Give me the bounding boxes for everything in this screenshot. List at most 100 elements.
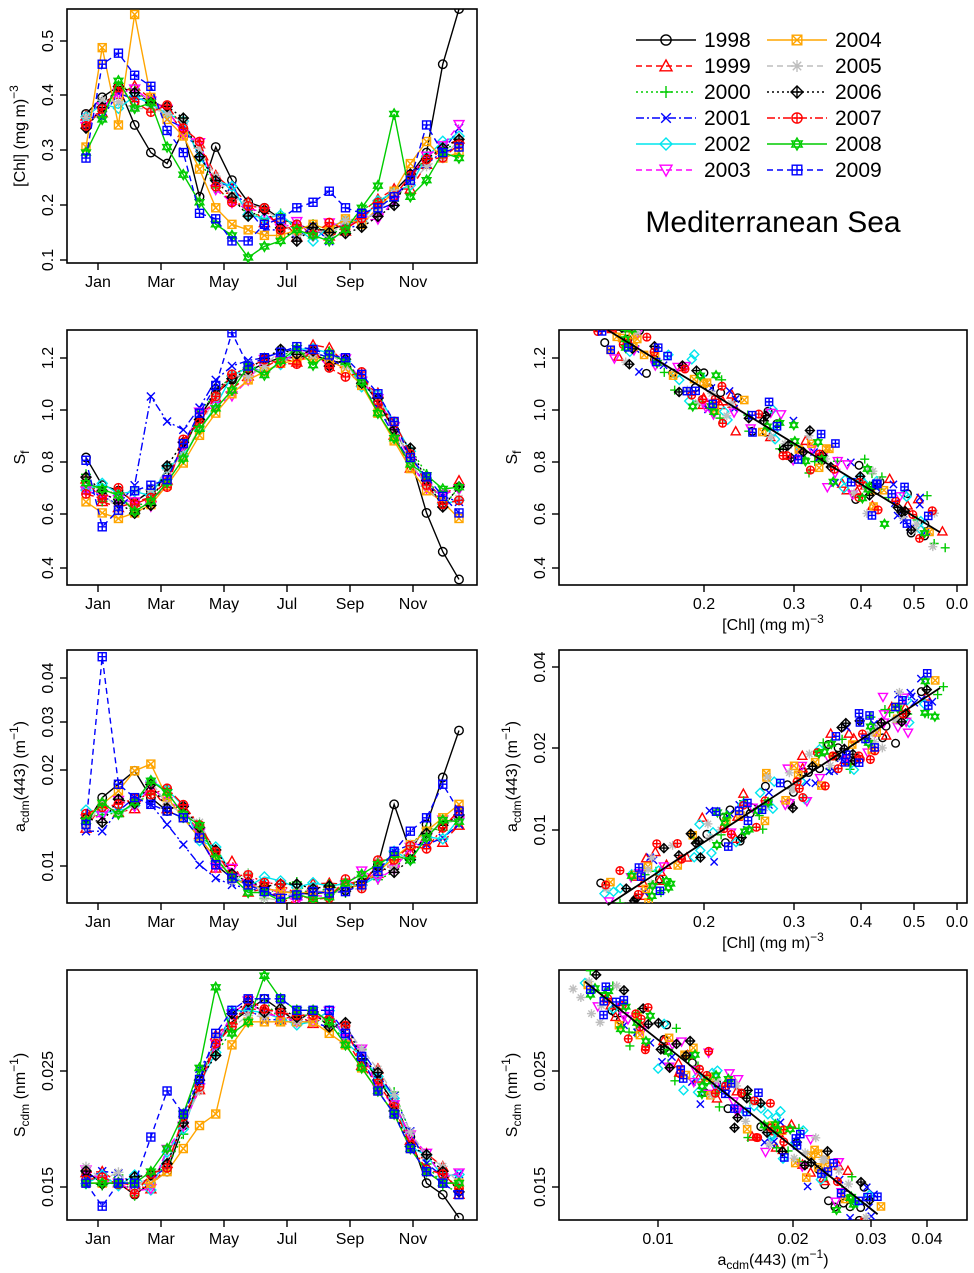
data-point <box>421 154 432 165</box>
data-point <box>96 1176 108 1190</box>
scatter-point <box>891 738 901 748</box>
series-2000 <box>81 994 464 1201</box>
data-point <box>81 497 91 507</box>
data-point <box>339 876 352 890</box>
scatter-point <box>710 1069 722 1082</box>
data-point <box>162 806 172 816</box>
x-tick-label: May <box>209 1231 239 1248</box>
scatter-point <box>703 819 713 829</box>
scatter-point <box>672 1057 685 1068</box>
data-point <box>96 796 108 810</box>
data-point <box>113 513 124 524</box>
scatter-point <box>729 1104 739 1113</box>
scatter-point <box>653 1017 664 1029</box>
scatter-point <box>723 842 733 851</box>
legend-label: 2003 <box>704 159 751 182</box>
scatter-point <box>618 984 630 996</box>
scatter-point <box>798 792 808 803</box>
data-point <box>420 1148 433 1161</box>
scatter-point <box>760 816 770 826</box>
data-point <box>307 228 319 242</box>
series-2009 <box>81 994 464 1211</box>
scatter-point <box>784 768 794 778</box>
scatter-point <box>929 710 940 723</box>
series-line-2003 <box>85 785 460 903</box>
data-point <box>308 1005 318 1016</box>
x-tick-label: 0.04 <box>911 1231 942 1248</box>
series-line-2001 <box>85 348 460 506</box>
data-point <box>437 499 448 510</box>
data-point <box>194 136 205 147</box>
scdm-vs-acdm-panel: 0.01 0.02 0.03 0.04 0.015 0.025 acdm(443) (m−1… <box>499 969 968 1272</box>
scatter-point <box>912 519 922 529</box>
x-axis-label: [Chl] (mg m)−3 <box>722 612 824 634</box>
data-point <box>389 799 400 810</box>
scatter-point <box>658 842 670 854</box>
x-tick-label: May <box>209 274 239 291</box>
scatter-point <box>691 386 700 396</box>
series-line-2007 <box>85 787 460 901</box>
data-point <box>194 164 205 174</box>
scatter-point <box>708 406 720 418</box>
scatter-point <box>796 749 809 761</box>
data-point <box>259 877 270 888</box>
scatter-point <box>623 1034 633 1044</box>
scatter-point <box>623 343 633 352</box>
scatter-point <box>743 1133 753 1143</box>
scatter-point <box>812 436 824 448</box>
data-point <box>275 347 286 357</box>
scatter-point <box>739 395 749 405</box>
data-point <box>129 70 140 80</box>
data-point <box>243 371 254 382</box>
scatter-point <box>719 816 730 829</box>
data-point <box>421 843 432 854</box>
data-point <box>211 214 221 224</box>
scatter-point <box>902 519 912 528</box>
series-2007 <box>81 344 464 510</box>
scatter-point <box>689 1048 701 1061</box>
scatter-point <box>767 803 779 815</box>
data-point <box>437 546 448 557</box>
y-tick-label: 0.8 <box>532 451 549 473</box>
scatter-point <box>854 1215 864 1220</box>
data-point <box>194 208 205 219</box>
scatter-point <box>788 419 799 432</box>
data-point <box>97 826 107 836</box>
scatter-point <box>751 1132 761 1142</box>
legend-item-2007: 2007 <box>767 107 882 130</box>
data-point <box>356 1061 368 1075</box>
scatter-point <box>759 1147 772 1158</box>
data-point <box>242 251 254 263</box>
data-point <box>275 354 287 368</box>
scatter-point <box>732 1075 744 1086</box>
scatter-point <box>857 492 868 505</box>
data-point <box>226 384 238 397</box>
data-point <box>290 216 304 229</box>
data-point <box>211 873 221 883</box>
scatter-point <box>854 460 864 470</box>
data-point <box>452 1168 466 1180</box>
series-line-2003 <box>85 1000 460 1192</box>
x-axis-label: acdm(443) (m−1) <box>717 1247 828 1272</box>
data-point <box>210 980 222 994</box>
scatter-point <box>922 669 932 678</box>
data-point <box>146 759 156 769</box>
scatter-point <box>900 482 909 492</box>
data-point <box>97 508 107 518</box>
scatter-point <box>633 1007 643 1017</box>
data-point <box>453 480 465 494</box>
data-point <box>225 863 239 875</box>
scatter-point <box>804 767 814 778</box>
data-point <box>79 821 93 833</box>
data-point <box>324 888 334 898</box>
data-point <box>243 200 254 211</box>
scatter-point <box>652 839 662 849</box>
data-point <box>292 890 302 900</box>
scatter-point <box>731 1085 743 1096</box>
data-point <box>243 236 253 246</box>
data-point <box>193 422 206 436</box>
data-point <box>405 158 416 169</box>
data-point <box>129 9 140 20</box>
scatter-point <box>653 874 665 886</box>
legend-label: 2000 <box>704 81 751 104</box>
